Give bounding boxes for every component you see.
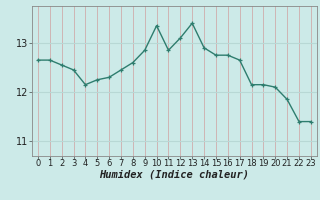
X-axis label: Humidex (Indice chaleur): Humidex (Indice chaleur) xyxy=(100,170,249,180)
